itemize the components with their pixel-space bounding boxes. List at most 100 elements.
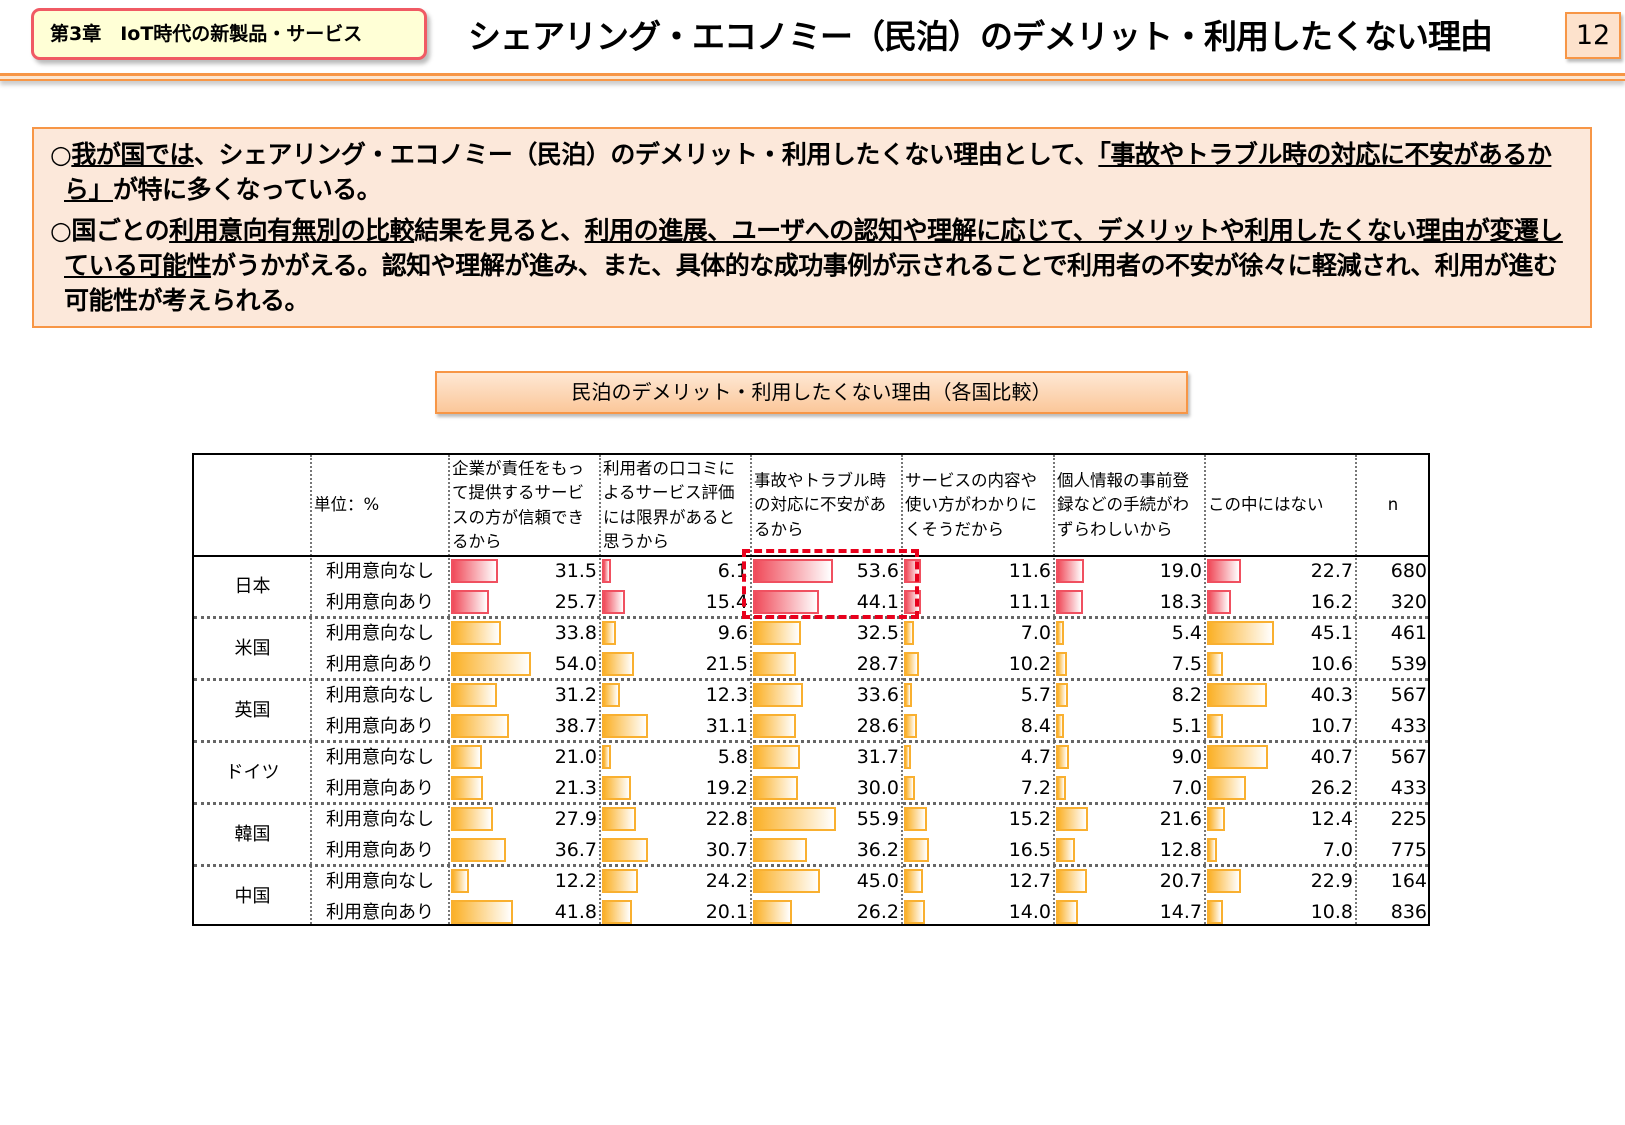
value-label: 32.5 — [856, 622, 899, 644]
value-label: 12.3 — [705, 684, 748, 706]
value-bar — [602, 683, 621, 707]
data-cell: 26.2 — [751, 897, 902, 928]
value-label: 21.6 — [1159, 808, 1202, 830]
column-header: 事故やトラブル時の対応に不安があるから — [754, 470, 886, 539]
n-cell: 320 — [1356, 587, 1430, 618]
value-label: 10.6 — [1310, 653, 1353, 675]
data-cell: 31.1 — [600, 711, 751, 742]
data-cell: 5.7 — [902, 680, 1054, 711]
value-label: 53.6 — [856, 560, 899, 582]
comparison-table: 単位：% 企業が責任をもって提供するサービスの方が信頼できるから 利用者の口コミによ… — [192, 453, 1430, 926]
data-cell: 5.4 — [1054, 618, 1205, 649]
value-label: 10.8 — [1310, 901, 1353, 923]
value-bar — [1056, 683, 1069, 707]
value-bar — [1207, 652, 1223, 676]
value-bar — [602, 590, 625, 614]
value-bar — [451, 683, 498, 707]
value-bar — [602, 869, 639, 893]
data-cell: 12.8 — [1054, 835, 1205, 866]
data-cell: 7.2 — [902, 773, 1054, 804]
data-cell: 10.2 — [902, 649, 1054, 680]
value-bar — [602, 652, 635, 676]
row-label: 利用意向なし — [326, 623, 434, 644]
value-label: 14.0 — [1008, 901, 1051, 923]
value-label: 9.0 — [1171, 746, 1202, 768]
sample-size: 775 — [1390, 839, 1427, 861]
value-bar — [602, 776, 631, 800]
data-cell: 53.6 — [751, 556, 902, 587]
value-bar — [753, 900, 793, 924]
summary-text: がうかがえる。認知や理解が進み、また、具体的な成功事例が示されることで利用者の不… — [64, 251, 1558, 315]
group-divider — [194, 678, 1428, 681]
country-label: 中国 — [234, 886, 271, 907]
sample-size: 567 — [1390, 746, 1427, 768]
value-label: 12.8 — [1159, 839, 1202, 861]
value-bar — [602, 745, 611, 769]
data-cell: 14.7 — [1054, 897, 1205, 928]
summary-point-2: ○国ごとの利用意向有無別の比較結果を見ると、利用の進展、ユーザへの認知や理解に応… — [50, 213, 1574, 318]
data-cell: 12.7 — [902, 866, 1054, 897]
value-label: 4.7 — [1020, 746, 1051, 768]
value-bar — [451, 838, 506, 862]
data-cell: 21.3 — [449, 773, 600, 804]
summary-point-1: ○我が国では、シェアリング・エコノミー（民泊）のデメリット・利用したくない理由と… — [50, 137, 1574, 207]
value-label: 7.0 — [1322, 839, 1353, 861]
country-label: 英国 — [234, 700, 271, 721]
data-cell: 38.7 — [449, 711, 600, 742]
value-label: 55.9 — [856, 808, 899, 830]
data-cell: 19.0 — [1054, 556, 1205, 587]
data-cell: 30.0 — [751, 773, 902, 804]
value-bar — [1056, 714, 1064, 738]
country-label: 韓国 — [234, 824, 271, 845]
n-cell: 567 — [1356, 742, 1430, 773]
sample-size: 567 — [1390, 684, 1427, 706]
group-divider — [194, 740, 1428, 743]
value-label: 31.5 — [554, 560, 597, 582]
value-label: 28.7 — [856, 653, 899, 675]
value-label: 33.8 — [554, 622, 597, 644]
value-bar — [602, 714, 649, 738]
n-cell: 164 — [1356, 866, 1430, 897]
row-label: 利用意向なし — [326, 809, 434, 830]
value-label: 12.2 — [554, 870, 597, 892]
value-label: 41.8 — [554, 901, 597, 923]
data-cell: 15.4 — [600, 587, 751, 618]
value-bar — [602, 838, 648, 862]
value-bar — [1056, 838, 1076, 862]
data-cell: 20.7 — [1054, 866, 1205, 897]
value-bar — [451, 714, 509, 738]
table-title: 民泊のデメリット・利用したくない理由（各国比較） — [435, 371, 1188, 414]
value-bar — [1056, 869, 1087, 893]
data-cell: 16.2 — [1205, 587, 1356, 618]
data-cell: 27.9 — [449, 804, 600, 835]
header-divider — [0, 73, 1625, 81]
column-divider — [599, 455, 601, 924]
value-label: 5.1 — [1171, 715, 1202, 737]
value-label: 26.2 — [856, 901, 899, 923]
n-cell: 461 — [1356, 618, 1430, 649]
value-label: 15.4 — [705, 591, 748, 613]
value-label: 18.3 — [1159, 591, 1202, 613]
value-label: 21.5 — [705, 653, 748, 675]
value-bar — [904, 900, 925, 924]
value-bar — [451, 590, 490, 614]
summary-text: 結果を見ると、 — [414, 216, 585, 245]
value-bar — [753, 559, 833, 583]
value-bar — [1056, 621, 1065, 645]
value-label: 24.2 — [705, 870, 748, 892]
value-bar — [753, 838, 807, 862]
value-bar — [753, 590, 819, 614]
data-cell: 28.6 — [751, 711, 902, 742]
value-bar — [1207, 683, 1268, 707]
value-bar — [753, 807, 837, 831]
value-bar — [451, 869, 470, 893]
n-cell: 225 — [1356, 804, 1430, 835]
data-cell: 31.2 — [449, 680, 600, 711]
value-label: 10.7 — [1310, 715, 1353, 737]
value-label: 31.1 — [705, 715, 748, 737]
value-label: 40.3 — [1310, 684, 1353, 706]
data-cell: 55.9 — [751, 804, 902, 835]
value-label: 7.2 — [1020, 777, 1051, 799]
value-bar — [1207, 621, 1275, 645]
highlight-box — [742, 549, 919, 619]
